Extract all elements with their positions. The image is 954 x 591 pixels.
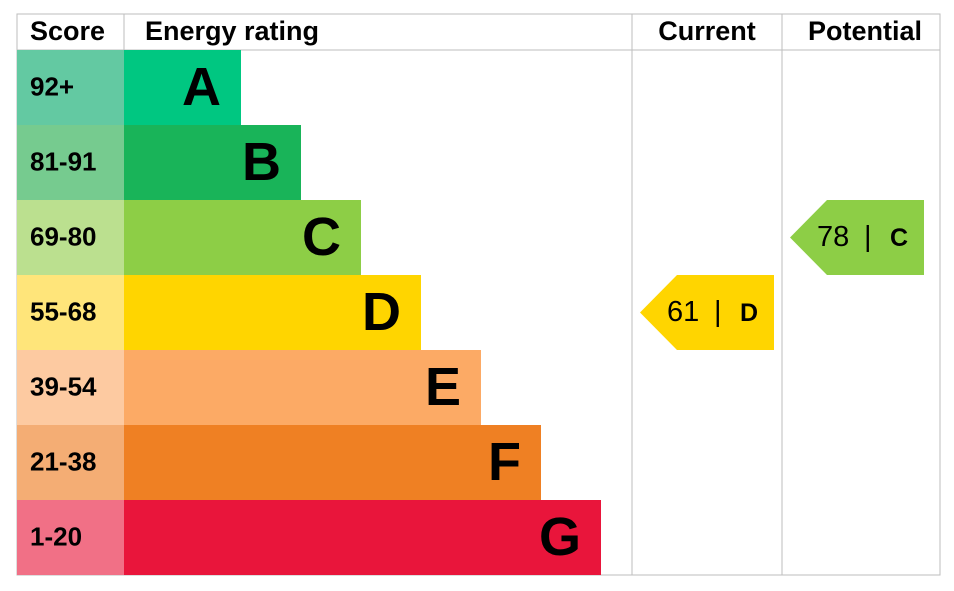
score-cell [17,275,124,350]
rating-letter: A [182,57,221,117]
score-cell [17,500,124,575]
rating-letter: F [488,432,521,492]
header-potential: Potential [808,16,922,46]
score-range: 55-68 [30,296,97,326]
rating-letter: B [242,132,281,192]
header-rating: Energy rating [145,16,319,46]
rating-bar [124,500,601,575]
potential-rating: C [890,224,908,252]
score-cell [17,125,124,200]
potential-score: 78 [817,221,849,253]
header-score: Score [30,16,105,46]
current-arrow [640,275,774,350]
rating-bar [124,275,421,350]
rating-letter: G [539,507,581,567]
rating-letter: C [302,207,341,267]
score-range: 1-20 [30,521,82,551]
score-cell [17,350,124,425]
current-score: 61 [667,296,699,328]
potential-arrow [790,200,924,275]
current-separator: | [714,296,722,328]
score-cell [17,425,124,500]
rating-bar [124,125,301,200]
rating-letter: D [362,282,401,342]
header-current: Current [658,16,756,46]
rating-letter: E [425,357,461,417]
rating-bar [124,50,241,125]
rating-bar [124,200,361,275]
potential-separator: | [864,221,872,253]
current-rating: D [740,299,758,327]
score-cell [17,200,124,275]
score-range: 69-80 [30,221,97,251]
score-range: 92+ [30,71,74,101]
score-range: 39-54 [30,371,97,401]
score-range: 81-91 [30,146,97,176]
rating-bar [124,425,541,500]
rating-bar [124,350,481,425]
score-cell [17,50,124,125]
score-range: 21-38 [30,446,97,476]
